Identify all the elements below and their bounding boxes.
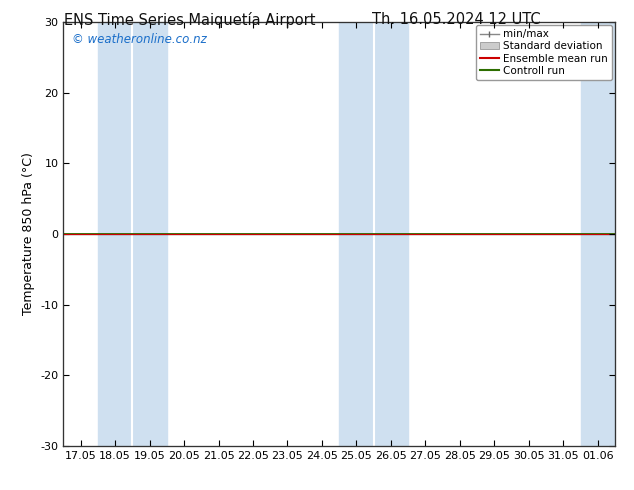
Legend: min/max, Standard deviation, Ensemble mean run, Controll run: min/max, Standard deviation, Ensemble me… (476, 25, 612, 80)
Text: ENS Time Series Maiquetía Airport: ENS Time Series Maiquetía Airport (65, 12, 316, 28)
Y-axis label: Temperature 850 hPa (°C): Temperature 850 hPa (°C) (22, 152, 35, 316)
Text: Th. 16.05.2024 12 UTC: Th. 16.05.2024 12 UTC (372, 12, 541, 27)
Bar (339, 22, 408, 446)
Bar (98, 22, 167, 446)
Bar (581, 22, 615, 446)
Text: © weatheronline.co.nz: © weatheronline.co.nz (72, 33, 207, 46)
